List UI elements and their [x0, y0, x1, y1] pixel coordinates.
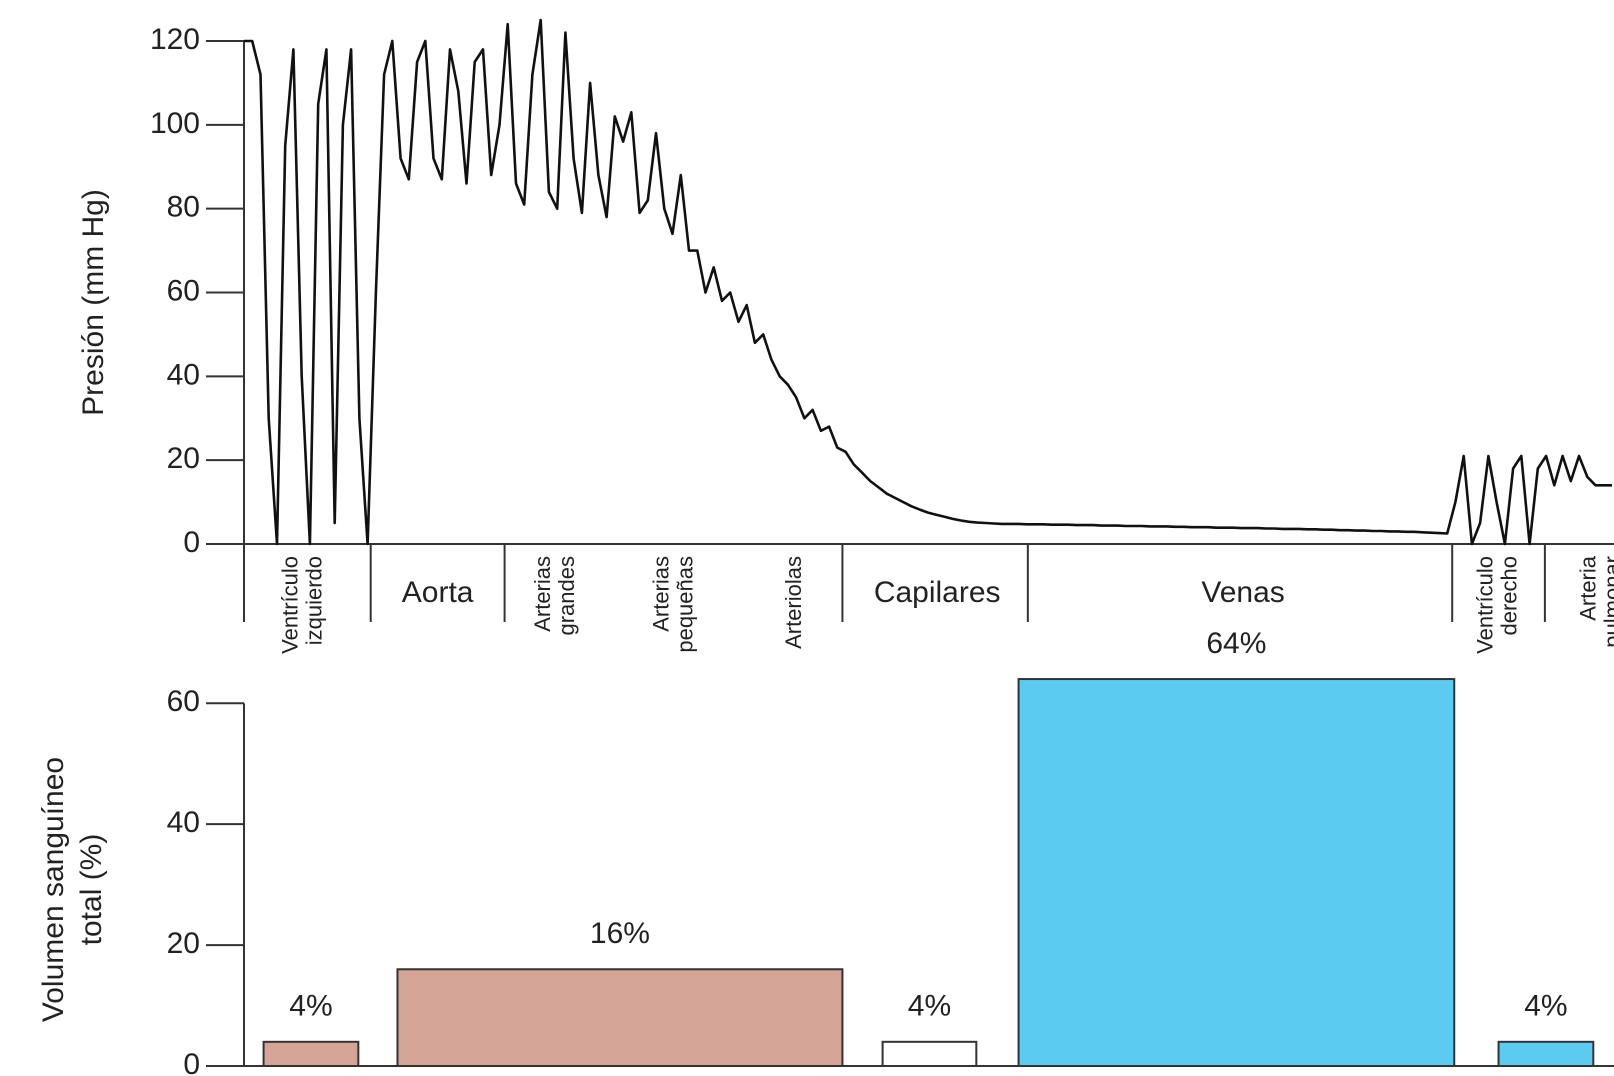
bar — [881, 1040, 978, 1068]
value-label: 64% — [1206, 627, 1266, 660]
value-label: 4% — [1524, 990, 1567, 1023]
region-label: Arterias — [530, 556, 555, 632]
region-label: Ventrículo — [1472, 556, 1497, 654]
region-label: pequeñas — [672, 556, 697, 653]
region-label: Arterias — [648, 556, 673, 632]
region-label: izquierdo — [302, 556, 327, 645]
y-tick-label: 40 — [167, 806, 200, 839]
y-tick-label: 120 — [150, 23, 200, 56]
bar — [262, 1040, 360, 1068]
value-label: 4% — [289, 990, 332, 1023]
bar — [396, 968, 844, 1067]
y-axis-title: Volumen sanguíneo — [37, 757, 70, 1022]
y-tick-label: 0 — [183, 526, 200, 559]
region-label: Ventrículo — [278, 556, 303, 654]
y-tick-label: 0 — [183, 1048, 200, 1076]
region-label: pulmonar — [1599, 556, 1614, 648]
y-tick-label: 20 — [167, 442, 200, 475]
y-axis-title: Presión (mm Hg) — [77, 189, 110, 416]
y-tick-label: 20 — [167, 927, 200, 960]
region-label: Aorta — [402, 576, 474, 609]
bar — [1017, 678, 1456, 1067]
y-tick-label: 80 — [167, 191, 200, 224]
y-tick-label: 40 — [167, 358, 200, 391]
region-label: grandes — [554, 556, 579, 636]
region-label: derecho — [1496, 556, 1521, 636]
y-tick-label: 100 — [150, 107, 200, 140]
bar — [1497, 1040, 1595, 1068]
region-label: Venas — [1201, 576, 1284, 609]
y-axis-title: total (%) — [75, 834, 108, 946]
y-tick-label: 60 — [167, 274, 200, 307]
region-label: Arteria — [1575, 555, 1600, 621]
value-label: 16% — [590, 917, 650, 950]
value-label: 4% — [908, 990, 951, 1023]
y-tick-label: 60 — [167, 685, 200, 718]
pressure-line — [244, 18, 1612, 546]
region-label: Capilares — [874, 576, 1001, 609]
region-label: Arteriolas — [781, 556, 806, 649]
